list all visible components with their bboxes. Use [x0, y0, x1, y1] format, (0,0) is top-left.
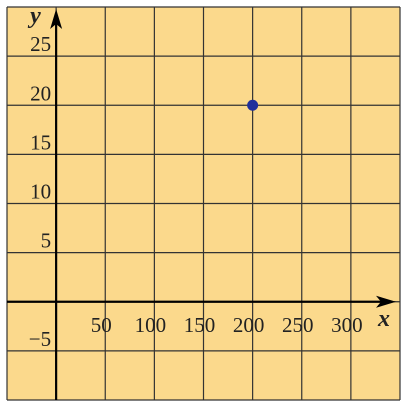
marks [247, 99, 259, 111]
point [247, 99, 259, 111]
grid [6, 6, 401, 401]
y-tick-label: 15 [30, 130, 51, 154]
axes [7, 9, 396, 400]
x-tick-label: 250 [282, 313, 314, 337]
labels: x y 50 100 150 200 250 300 5 10 15 20 25 −5 [27, 3, 390, 351]
x-tick-label: 200 [233, 313, 265, 337]
x-tick-label: 300 [331, 313, 363, 337]
y-tick-label: 20 [30, 81, 51, 105]
x-axis-label: x [377, 306, 390, 332]
y-tick-label: 5 [41, 229, 52, 253]
y-tick-label: −5 [29, 327, 51, 351]
y-axis-arrow [50, 9, 63, 29]
y-tick-label: 25 [30, 32, 51, 56]
x-tick-label: 50 [91, 313, 112, 337]
y-axis-label: y [27, 3, 41, 29]
y-tick-label: 10 [30, 180, 51, 204]
x-tick-label: 100 [135, 313, 167, 337]
x-axis-arrow [376, 295, 396, 308]
x-tick-label: 150 [184, 313, 216, 337]
